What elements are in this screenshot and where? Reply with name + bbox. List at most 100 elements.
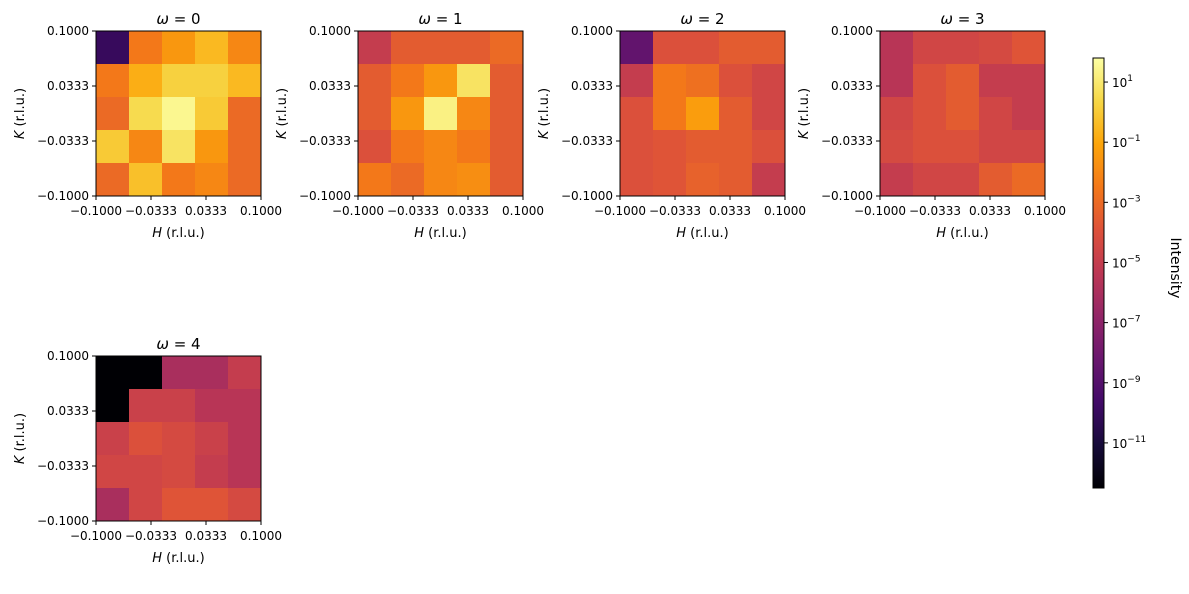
heatmap-cell	[228, 130, 262, 164]
x-tick-label: −0.1000	[332, 204, 384, 218]
heatmap-cell	[1012, 97, 1046, 131]
x-tick-label: −0.0333	[387, 204, 439, 218]
y-axis-label: K (r.l.u.)	[797, 88, 812, 139]
heatmap-cell	[457, 64, 491, 98]
heatmap-cell	[880, 31, 914, 65]
x-axis-label: H (r.l.u.)	[676, 226, 728, 241]
heatmap-cell	[719, 64, 753, 98]
heatmap-cell	[129, 31, 163, 65]
y-tick-label: 0.1000	[831, 24, 873, 38]
x-tick-label: 0.1000	[240, 204, 282, 218]
x-tick-label: −0.0333	[909, 204, 961, 218]
heatmap-panels: ω = 0−0.1000 −0.0333 0.0333 0.10000.10000.0…	[13, 10, 1066, 566]
heatmap-cell	[880, 130, 914, 164]
x-axis-unit: (r.l.u.)	[162, 226, 205, 241]
heatmap-cell	[913, 64, 947, 98]
y-axis-label: K (r.l.u.)	[537, 88, 552, 139]
heatmap-cell	[1012, 64, 1046, 98]
colorbar-tick-base: 10	[1112, 76, 1127, 90]
heatmap-cell	[913, 31, 947, 65]
x-tick-label: 0.0333	[969, 204, 1011, 218]
colorbar-tick-base: 10	[1112, 136, 1127, 150]
heatmap-cell	[686, 130, 720, 164]
heatmap-cell	[162, 130, 196, 164]
colorbar-tick-exponent: −1	[1127, 134, 1140, 144]
heatmap-cell	[424, 31, 458, 65]
heatmap-cell	[946, 64, 980, 98]
heatmap-cell	[195, 389, 229, 423]
heatmap-cell	[979, 163, 1013, 197]
x-axis-symbol: H	[152, 226, 162, 241]
heatmap-cell	[719, 130, 753, 164]
heatmap-cell	[162, 389, 196, 423]
y-tick-label: 0.0333	[571, 79, 613, 93]
heatmap-cell	[162, 64, 196, 98]
heatmap-cell	[1012, 163, 1046, 197]
heatmap-cell	[880, 163, 914, 197]
y-tick-label: 0.1000	[47, 24, 89, 38]
heatmap-cell	[96, 389, 130, 423]
colorbar-tick-base: 10	[1112, 196, 1127, 210]
x-tick-label: −0.1000	[70, 529, 122, 543]
colorbar-tick-exponent: −5	[1127, 254, 1140, 264]
title-variable: ω	[680, 10, 693, 28]
x-axis-unit: (r.l.u.)	[424, 226, 467, 241]
heatmap-cell	[195, 356, 229, 390]
colorbar-tick-base: 10	[1112, 256, 1127, 270]
heatmap-cell	[653, 97, 687, 131]
heatmap-cell	[719, 31, 753, 65]
panel-title: ω = 0	[156, 10, 200, 28]
heatmap-panel: ω = 4−0.1000 −0.0333 0.0333 0.10000.10000.0…	[13, 335, 282, 566]
heatmap-cell	[620, 163, 654, 197]
heatmap-cell	[96, 64, 130, 98]
axes-frame	[95, 30, 262, 197]
heatmap-cell	[946, 97, 980, 131]
heatmap-cell	[752, 97, 786, 131]
x-axis-unit: (r.l.u.)	[162, 551, 205, 566]
x-tick-label: −0.1000	[70, 204, 122, 218]
heatmap-cell	[490, 163, 524, 197]
colorbar-tick-exponent: −3	[1127, 194, 1140, 204]
heatmap-cell	[228, 163, 262, 197]
x-axis-symbol: H	[936, 226, 946, 241]
heatmap-cell	[979, 130, 1013, 164]
x-axis-label: H (r.l.u.)	[152, 551, 204, 566]
x-axis-symbol: H	[152, 551, 162, 566]
heatmap-cell	[490, 97, 524, 131]
colorbar-tick-exponent: −9	[1127, 375, 1141, 385]
colorbar-tick-exponent: −7	[1127, 315, 1140, 325]
heatmap-cell	[228, 389, 262, 423]
heatmap-cell	[979, 97, 1013, 131]
title-variable: ω	[940, 10, 953, 28]
heatmap-panel: ω = 0−0.1000 −0.0333 0.0333 0.10000.10000.0…	[13, 10, 282, 241]
heatmap-cell	[752, 31, 786, 65]
x-axis-symbol: H	[414, 226, 424, 241]
colorbar-tick-label: 10−5	[1112, 254, 1141, 270]
y-axis-unit: (r.l.u.)	[13, 413, 28, 456]
y-axis-symbol: K	[13, 454, 28, 464]
heatmap-cell	[228, 422, 262, 456]
heatmap-cell	[358, 163, 392, 197]
y-tick-label: 0.0333	[309, 79, 351, 93]
heatmap-cell	[162, 163, 196, 197]
y-tick-label: −0.1000	[821, 189, 873, 203]
heatmap-cell	[424, 130, 458, 164]
title-value: = 3	[953, 10, 985, 28]
heatmap-cell	[195, 97, 229, 131]
y-axis-symbol: K	[13, 129, 28, 139]
x-tick-label: 0.0333	[709, 204, 751, 218]
title-value: = 4	[169, 335, 201, 353]
heatmap-cell	[358, 97, 392, 131]
y-axis-symbol: K	[275, 129, 290, 139]
title-value: = 2	[693, 10, 725, 28]
y-tick-label: 0.0333	[47, 79, 89, 93]
heatmap-cell	[1012, 31, 1046, 65]
heatmap-cell	[457, 31, 491, 65]
heatmap-cell	[752, 130, 786, 164]
heatmap-cell	[457, 163, 491, 197]
axes-frame	[95, 355, 262, 522]
heatmap-cell	[913, 130, 947, 164]
colorbar-tick-label: 10−9	[1112, 375, 1141, 391]
x-tick-label: −0.0333	[649, 204, 701, 218]
